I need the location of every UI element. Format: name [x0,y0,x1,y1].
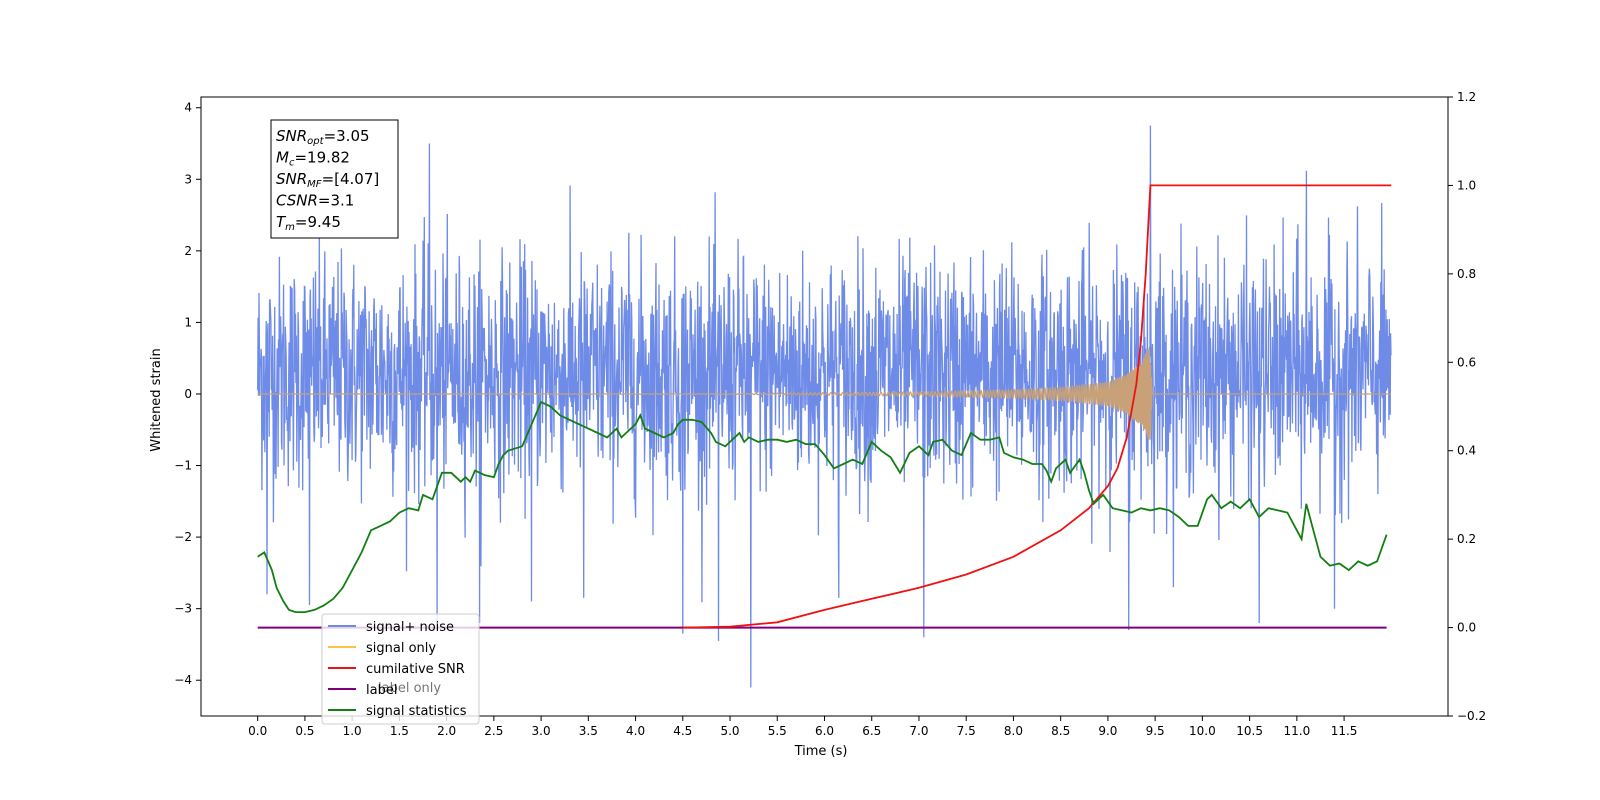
info-line: CSNR=3.1 [276,192,354,210]
y-tick-label-left: −3 [174,602,192,616]
y-axis-label: Whitened strain [149,348,164,451]
x-tick-label: 4.5 [673,724,692,738]
x-tick-label: 10.0 [1189,724,1216,738]
y-tick-label-left: 4 [184,101,192,115]
y-tick-label-right: 0.8 [1457,267,1476,281]
x-axis-label: Time (s) [794,744,848,759]
x-tick-label: 1.0 [343,724,362,738]
x-tick-label: 5.0 [720,724,739,738]
plot-area [257,125,1392,688]
y-tick-label-right: 1.0 [1457,178,1476,192]
y-tick-label-left: −1 [174,459,192,473]
y-tick-label-right: 1.2 [1457,90,1476,104]
series-cumulative-snr [682,184,1392,629]
info-line: Mc=19.82 [276,149,350,169]
legend-entry: signal statistics [366,704,467,719]
series-signal-noise [257,125,1392,688]
info-box-frame [270,119,399,239]
y-tick-label-right: 0.4 [1457,444,1476,458]
legend: label only signal+ noise signal only cumila… [321,613,480,725]
x-tick-label: 3.0 [532,724,551,738]
series-signal-statistics [257,400,1388,613]
y-tick-label-left: 3 [184,172,192,186]
legend-entry: signal only [366,641,436,656]
x-tick-label: 7.0 [909,724,928,738]
x-tick-label: 8.0 [1004,724,1023,738]
info-line: Tm=9.45 [276,213,341,233]
x-tick-label: 3.5 [579,724,598,738]
y-tick-label-left: 2 [184,244,192,258]
x-tick-label: 11.5 [1331,724,1358,738]
series-signal-only [257,348,1392,440]
y-tick-label-left: −2 [174,530,192,544]
y-tick-label-left: −4 [174,673,192,687]
x-tick-label: 1.5 [390,724,409,738]
x-tick-label: 5.5 [768,724,787,738]
y-tick-label-right: 0.0 [1457,621,1476,635]
legend-entry: cumilative SNR [366,662,465,677]
x-tick-label: 2.5 [484,724,503,738]
x-tick-label: 4.0 [626,724,645,738]
y-tick-label-left: 1 [184,315,192,329]
y-tick-label-left: 0 [184,387,192,401]
x-tick-label: 9.5 [1146,724,1165,738]
y-tick-label-right: 0.2 [1457,532,1476,546]
legend-frame [321,613,480,725]
y-tick-label-right: −0.2 [1457,709,1486,723]
legend-ghost-label: label only [378,681,441,696]
legend-entry: signal+ noise [366,620,454,635]
x-tick-label: 0.5 [295,724,314,738]
axes: 0.0 0.5 1.0 1.5 2.0 2.5 3.0 3.5 4.0 4.5 5.0 5.5 6.0 6… [174,90,1486,738]
x-tick-label: 7.5 [957,724,976,738]
y-tick-label-right: 0.6 [1457,355,1476,369]
info-line: SNRopt=3.05 [276,127,370,147]
x-tick-label: 8.5 [1051,724,1070,738]
x-tick-label: 2.0 [437,724,456,738]
x-tick-label: 11.0 [1283,724,1310,738]
legend-entry: label [366,683,397,698]
x-tick-label: 0.0 [248,724,267,738]
x-tick-label: 6.0 [815,724,834,738]
info-line: SNRMF=[4.07] [276,170,379,190]
x-tick-label: 6.5 [862,724,881,738]
x-tick-label: 10.5 [1236,724,1263,738]
x-tick-label: 9.0 [1098,724,1117,738]
